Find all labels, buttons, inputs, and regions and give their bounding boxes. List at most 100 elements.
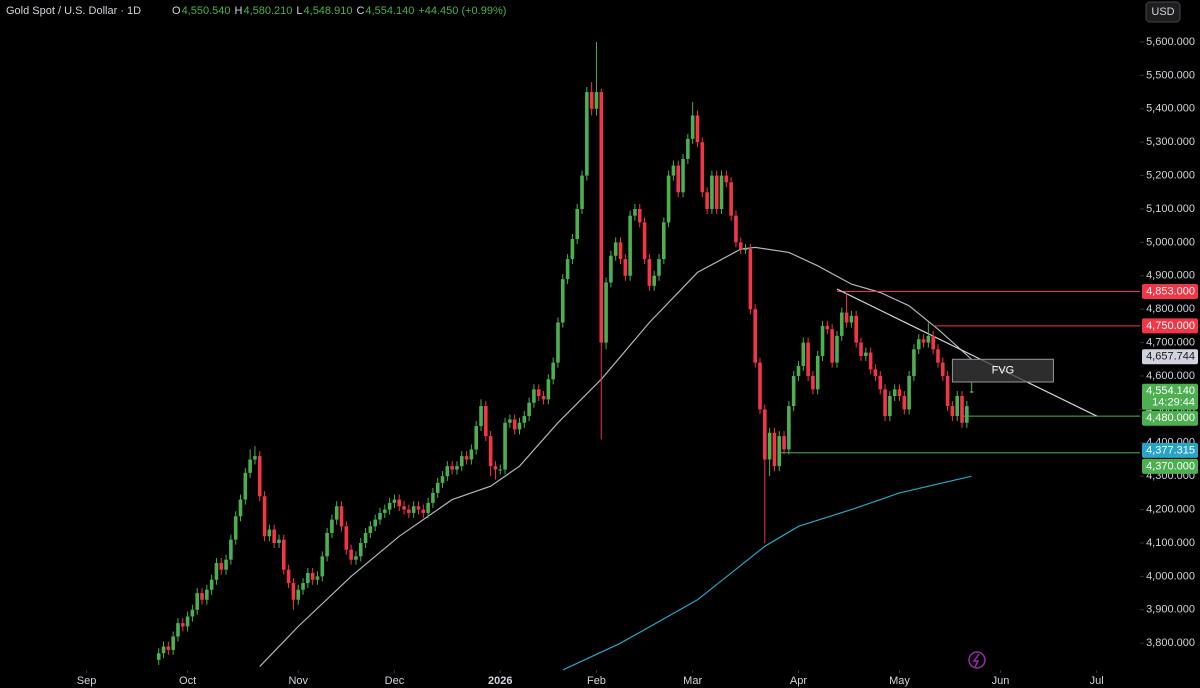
candle-body — [844, 312, 849, 323]
candle-body — [272, 529, 276, 543]
candle-body — [695, 115, 700, 143]
y-tick-label: 5,500.000 — [1146, 69, 1195, 81]
candle-body — [916, 339, 921, 350]
candle-body — [551, 362, 555, 380]
candle-body — [892, 389, 897, 397]
candle-body — [464, 456, 469, 460]
legend-key: L — [296, 5, 302, 17]
candle-body — [411, 506, 416, 513]
candle-body — [190, 609, 195, 617]
candle-body — [719, 175, 724, 209]
candle-body — [536, 389, 541, 397]
candle-body — [233, 516, 238, 540]
candle-body — [306, 573, 310, 584]
candle-body — [965, 406, 969, 423]
candle-body — [402, 506, 406, 510]
candle-body — [431, 492, 435, 503]
price-label: 4,750.000 — [1146, 320, 1195, 332]
candle-body — [508, 419, 512, 423]
candle-body — [945, 375, 950, 407]
candle-body — [955, 396, 960, 417]
candle-body — [195, 593, 200, 610]
candle-body — [532, 389, 536, 403]
legend-value: 4,548.910 — [304, 5, 353, 17]
candle-body — [358, 542, 363, 557]
candle-body — [522, 416, 527, 423]
candle-body — [387, 502, 392, 510]
candle-body — [397, 499, 402, 507]
candle-body — [690, 115, 695, 139]
candle-body — [811, 375, 815, 390]
candle-body — [912, 349, 916, 376]
candle-body — [493, 466, 498, 470]
candle-body — [681, 158, 685, 193]
candle-body — [666, 175, 671, 223]
candle-body — [512, 419, 517, 430]
candle-body — [883, 389, 887, 417]
candle-body — [238, 499, 243, 517]
y-tick-label: 4,600.000 — [1146, 370, 1195, 382]
candle-body — [421, 509, 426, 513]
legend-key: H — [235, 5, 243, 17]
candle-body — [344, 526, 349, 550]
candle-body — [950, 406, 955, 417]
candle-body — [330, 519, 334, 533]
candle-body — [888, 396, 892, 417]
y-tick-label: 5,100.000 — [1146, 203, 1195, 215]
candle-body — [474, 426, 479, 450]
candle-body — [618, 242, 623, 260]
candle-body — [724, 175, 729, 183]
candle-body — [710, 175, 714, 209]
candle-body — [339, 506, 344, 527]
alert-bolt — [972, 653, 980, 668]
candle-body — [363, 532, 368, 543]
candle-body — [936, 349, 940, 363]
price-label: 4,853.000 — [1146, 285, 1195, 297]
candle-body — [200, 593, 204, 600]
candle-body — [368, 526, 373, 533]
y-tick-label: 4,200.000 — [1146, 503, 1195, 515]
candle-body — [623, 259, 628, 276]
candle-body — [801, 342, 806, 366]
candle-body — [253, 456, 257, 460]
fvg-zone — [951, 358, 1054, 383]
candle-body — [224, 559, 228, 570]
candle-body — [570, 239, 575, 260]
candle-body — [503, 422, 507, 470]
candle-body — [219, 563, 224, 570]
fvg-label: FVG — [992, 365, 1015, 377]
currency-button[interactable] — [1145, 1, 1181, 23]
candle-body — [782, 436, 786, 450]
candle-body — [546, 379, 551, 400]
candle-body — [267, 529, 272, 537]
candle-body — [777, 436, 782, 467]
candle-body — [791, 375, 796, 407]
candle-body — [960, 396, 964, 423]
alert-icon[interactable] — [968, 651, 986, 669]
candle-body — [772, 432, 777, 467]
candle-body — [392, 499, 397, 503]
y-tick-label: 5,600.000 — [1146, 36, 1195, 48]
candle-body — [205, 589, 209, 600]
candle-body — [180, 623, 185, 627]
candle-body — [878, 375, 883, 390]
candle-body — [291, 583, 296, 600]
candle-body — [209, 579, 214, 590]
candle-body — [604, 282, 608, 343]
y-tick-label: 4,000.000 — [1146, 570, 1195, 582]
candle-body — [921, 339, 926, 343]
candle-body — [281, 539, 286, 570]
candle-body — [705, 192, 709, 209]
candle-body — [469, 449, 474, 460]
candle-body — [416, 506, 421, 510]
candle-body — [676, 165, 681, 193]
candle-body — [354, 556, 358, 560]
candle-body — [642, 222, 647, 260]
candle-body — [378, 512, 382, 520]
candle-body — [498, 469, 503, 471]
candle-body — [455, 466, 459, 470]
candle-body — [440, 476, 445, 483]
currency-label[interactable]: USD — [1151, 6, 1174, 18]
candle-body — [166, 646, 171, 650]
